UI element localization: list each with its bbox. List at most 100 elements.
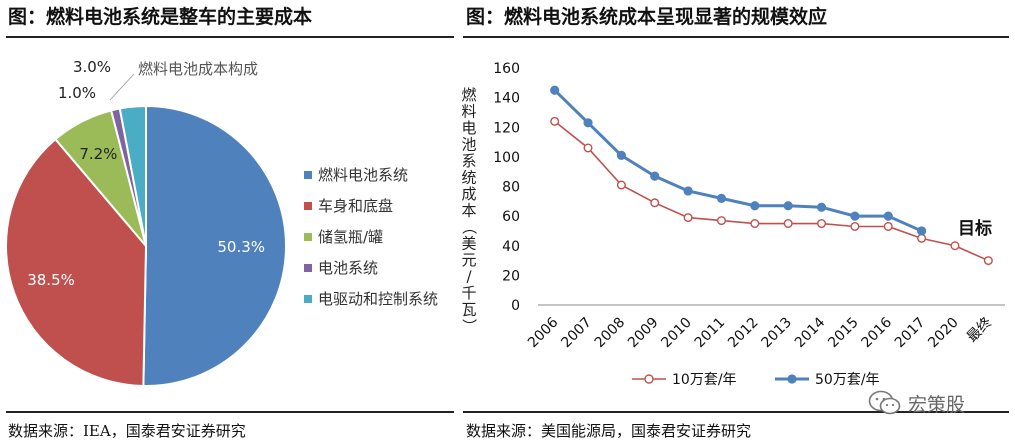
series-0-point <box>817 219 827 229</box>
pie-leader-line <box>109 73 135 101</box>
pie-slice-1 <box>5 137 148 387</box>
legend-marker-0 <box>644 374 654 384</box>
x-tick-label: 2016 <box>859 314 896 351</box>
series-0-point <box>650 198 660 208</box>
series-line-0 <box>554 120 989 262</box>
x-tick-label: 2020 <box>925 315 962 352</box>
pie-legend-label-1: 车身和底盘 <box>318 197 393 215</box>
y-axis-title-char: 瓦 <box>461 301 476 319</box>
pie-label-1: 38.5% <box>27 271 75 289</box>
pie-legend-label-2: 储氢瓶/罐 <box>318 228 383 246</box>
y-tick-label: 120 <box>493 120 520 136</box>
legend-label-1: 50万套/年 <box>815 372 880 388</box>
series-0-point <box>850 221 860 231</box>
y-axis-title-char: （ <box>460 219 478 234</box>
series-1-point <box>850 211 860 221</box>
x-tick-label: 2014 <box>792 314 829 351</box>
series-0-point <box>917 233 927 243</box>
pie-label-4: 3.0% <box>73 58 111 76</box>
y-tick-label: 80 <box>502 180 520 196</box>
series-0-point <box>750 219 760 229</box>
wechat-icon <box>868 390 901 415</box>
line-legend: 10万套/年 50万套/年 <box>632 372 880 388</box>
pie-slice-4 <box>118 104 147 247</box>
pie-title: 燃料电池成本构成 <box>138 60 258 78</box>
watermark-text: 宏策股 <box>908 393 966 416</box>
left-title-rule <box>6 36 454 38</box>
x-tick-label: 2009 <box>625 315 662 352</box>
y-axis-title-char: 统 <box>461 169 476 187</box>
y-axis-title-char: 美 <box>461 235 476 253</box>
x-tick-label: 2015 <box>825 315 862 352</box>
right-title-rule <box>463 36 1009 38</box>
y-axis-title-char: 电 <box>461 119 476 137</box>
pie-label-0: 50.3% <box>217 238 265 256</box>
y-tick-label: 100 <box>493 150 520 166</box>
y-axis-title-char: 系 <box>461 152 476 170</box>
series-0-point <box>683 213 693 223</box>
series-0-point <box>983 256 993 266</box>
y-tick-label: 160 <box>493 61 520 77</box>
series-1-point <box>616 150 626 160</box>
pie-legend-swatch-4 <box>304 295 312 303</box>
series-0-point <box>583 143 593 153</box>
right-source: 数据来源：美国能源局，国泰君安证券研究 <box>466 422 752 440</box>
left-chart-title: 图：燃料电池系统是整车的主要成本 <box>8 6 313 28</box>
pie-slices <box>5 104 287 387</box>
y-axis-title-char: 燃 <box>461 86 476 104</box>
watermark: 宏策股 <box>868 389 965 417</box>
pie-chart: 50.3% 38.5% 7.2% 1.0% 3.0% 燃料电池成本构成 燃料电池系统车身… <box>5 58 438 387</box>
series-1-point <box>650 171 660 181</box>
y-tick-label: 140 <box>493 91 520 107</box>
y-axis-ticks: 0 20 40 60 80 100 120 140 160 <box>493 61 520 314</box>
pie-label-3: 1.0% <box>58 84 96 102</box>
series-1-point <box>683 186 693 196</box>
left-source: 数据来源：IEA，国泰君安证券研究 <box>8 422 246 440</box>
series-1-point <box>883 211 893 221</box>
pie-slice-0 <box>142 104 287 387</box>
y-tick-label: 20 <box>502 268 520 284</box>
pie-legend-label-4: 电驱动和控制系统 <box>318 290 438 308</box>
y-axis-title: 燃料电池系统成本（美元/千瓦） <box>460 86 478 334</box>
series-0-point <box>550 116 560 126</box>
x-tick-label: 2017 <box>892 315 929 352</box>
series-line-1 <box>553 89 923 233</box>
series-lines <box>550 85 993 266</box>
y-axis-title-char: 成 <box>461 185 476 203</box>
pie-label-2: 7.2% <box>79 145 117 163</box>
pie-legend-swatch-0 <box>304 171 312 179</box>
y-tick-label: 60 <box>502 209 520 225</box>
series-1-point <box>783 201 793 211</box>
series-0-point <box>616 180 626 190</box>
x-axis-ticks: 2006200720082009201020112012201320142015… <box>525 314 995 351</box>
series-1-point <box>917 226 927 236</box>
target-annotation: 目标 <box>958 218 992 239</box>
series-0-point <box>716 216 726 226</box>
y-axis-title-char: 元 <box>461 251 476 269</box>
pie-legend-swatch-1 <box>304 202 312 210</box>
right-chart-title: 图：燃料电池系统成本呈现显著的规模效应 <box>466 6 828 28</box>
series-1-point <box>550 85 560 95</box>
pie-legend-swatch-2 <box>304 233 312 241</box>
x-tick-label: 最终 <box>964 315 995 346</box>
y-tick-label: 40 <box>502 239 520 255</box>
pie-legend-label-0: 燃料电池系统 <box>318 166 408 184</box>
right-source-rule <box>463 411 1009 413</box>
pie-labels: 50.3% 38.5% 7.2% 1.0% 3.0% <box>27 58 265 289</box>
legend-label-0: 10万套/年 <box>672 372 737 388</box>
series-0-point <box>783 219 793 229</box>
left-source-rule <box>6 411 454 413</box>
x-tick-label: 2008 <box>592 315 629 352</box>
y-axis-title-char: 池 <box>461 136 476 154</box>
pie-legend-label-3: 电池系统 <box>318 259 378 277</box>
x-tick-label: 2007 <box>558 315 595 352</box>
series-1-point <box>816 202 827 212</box>
x-tick-label: 2010 <box>658 315 695 352</box>
legend-marker-1 <box>787 374 797 384</box>
series-0-point <box>950 241 960 251</box>
x-tick-label: 2013 <box>758 315 795 352</box>
x-tick-label: 2006 <box>525 314 562 351</box>
pie-legend-swatch-3 <box>304 264 312 272</box>
series-1-point <box>750 201 760 211</box>
